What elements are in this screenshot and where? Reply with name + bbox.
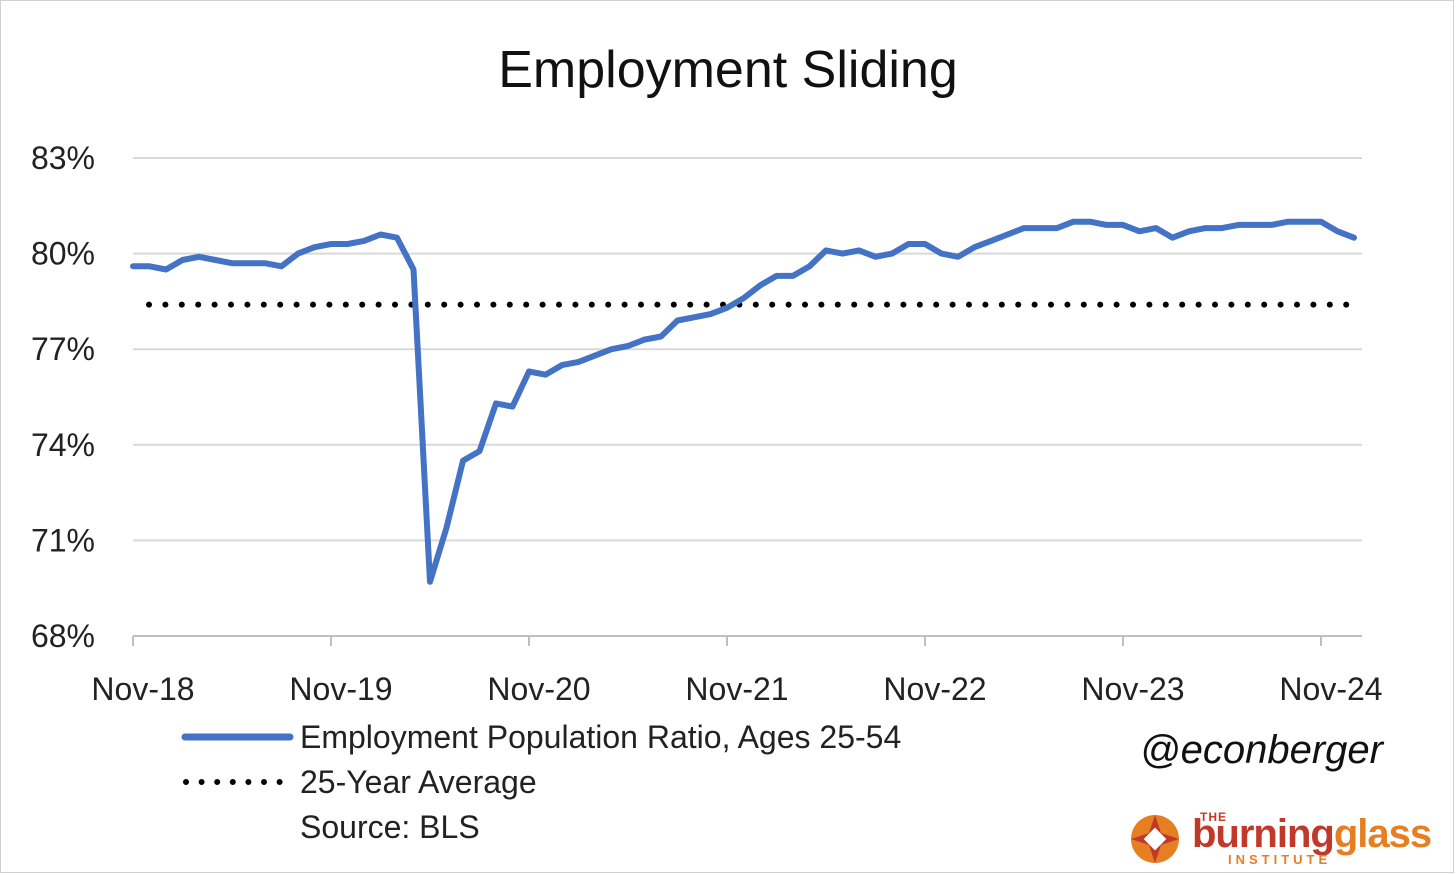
author-handle: @econberger: [1140, 728, 1383, 772]
source-note: Source: BLS: [300, 809, 480, 845]
y-tick-label: 83%: [31, 140, 95, 176]
logo-word-glass: glass: [1333, 812, 1432, 856]
legend-label-average: 25-Year Average: [300, 764, 537, 800]
x-tick-label: Nov-20: [487, 671, 590, 707]
y-tick-label: 68%: [31, 618, 95, 654]
burning-glass-logo: THE burningglass INSTITUTE: [1128, 808, 1448, 868]
x-tick-label: Nov-22: [883, 671, 986, 707]
logo-the-text: THE: [1200, 810, 1227, 824]
x-tick-label: Nov-21: [685, 671, 788, 707]
y-tick-label: 71%: [31, 522, 95, 558]
chart-title: Employment Sliding: [498, 41, 958, 99]
legend-label-series: Employment Population Ratio, Ages 25-54: [300, 719, 901, 755]
x-tick-label: Nov-24: [1279, 671, 1382, 707]
logo-word-burning: burning: [1192, 812, 1335, 856]
burning-glass-mark-icon: [1131, 815, 1179, 863]
x-tick-label: Nov-23: [1081, 671, 1184, 707]
x-tick-label: Nov-19: [289, 671, 392, 707]
y-tick-label: 80%: [31, 236, 95, 272]
y-tick-label: 77%: [31, 331, 95, 367]
x-tick-label: Nov-18: [91, 671, 194, 707]
logo-institute-text: INSTITUTE: [1228, 852, 1332, 867]
y-tick-label: 74%: [31, 427, 95, 463]
series-line: [130, 218, 1357, 585]
logo-wordmark: burningglass: [1192, 812, 1432, 857]
